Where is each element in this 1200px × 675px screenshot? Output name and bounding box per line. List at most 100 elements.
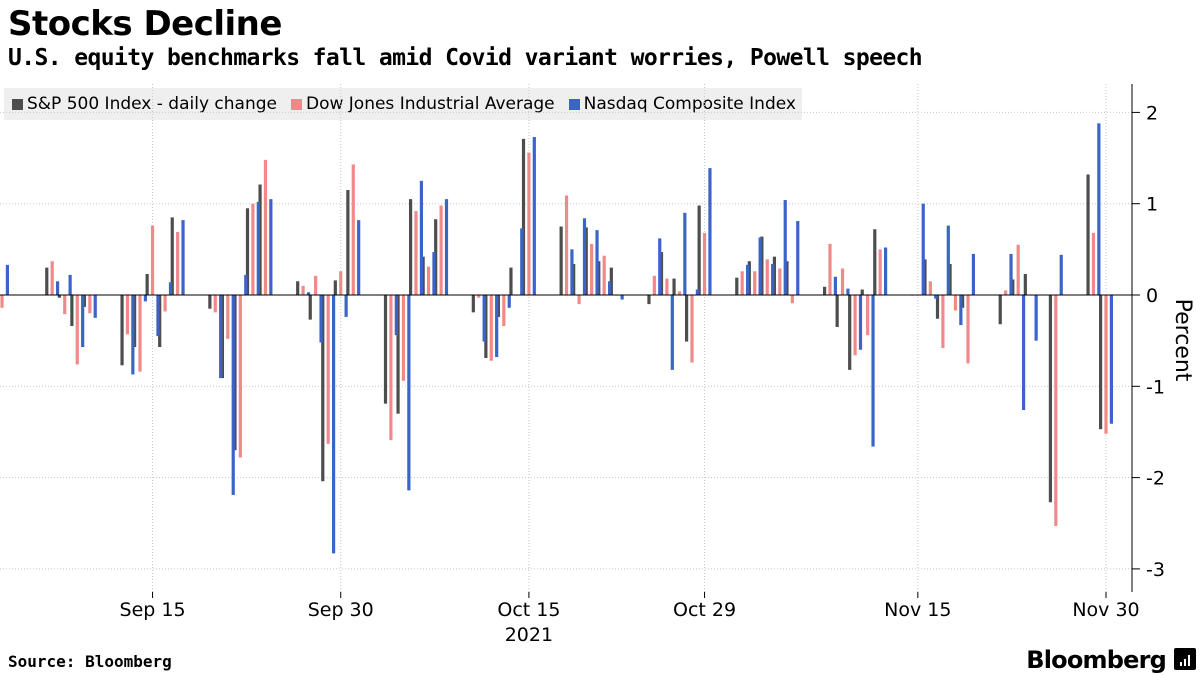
- bar-sp500: [609, 267, 613, 295]
- bar-nasdaq: [871, 295, 875, 447]
- bar-dow: [301, 285, 305, 295]
- bar-nasdaq: [783, 200, 787, 295]
- bar-dow: [401, 295, 406, 381]
- legend-item-dow: Dow Jones Industrial Average: [290, 94, 555, 114]
- x-tick-label: Sep 15: [120, 599, 186, 621]
- bar-nasdaq: [269, 199, 273, 295]
- bar-sp500: [998, 295, 1002, 325]
- bar-dow: [677, 291, 682, 295]
- bar-sp500: [735, 277, 739, 295]
- bar-nasdaq: [444, 199, 449, 295]
- bar-nasdaq: [1034, 295, 1038, 341]
- bar-dow: [953, 295, 958, 311]
- bar-nasdaq: [168, 282, 173, 295]
- bar-dow: [226, 295, 230, 339]
- bar-sp500: [245, 208, 250, 295]
- bar-sp500: [1011, 279, 1015, 295]
- bar-sp500: [860, 289, 864, 295]
- bar-dow: [477, 295, 481, 298]
- bar-nasdaq: [331, 295, 336, 554]
- bar-nasdaq: [971, 253, 975, 295]
- bar-dow: [0, 295, 4, 308]
- x-tick-label: Nov 30: [1072, 599, 1139, 621]
- bar-sp500: [597, 261, 601, 295]
- x-tick-label: Oct 29: [673, 599, 736, 621]
- bar-nasdaq: [93, 295, 97, 318]
- y-axis-title: Percent: [1170, 299, 1195, 382]
- bar-nasdaq: [507, 295, 511, 308]
- bar-sp500: [672, 278, 676, 295]
- bar-dow: [502, 295, 506, 327]
- bar-dow: [150, 225, 155, 295]
- bar-sp500: [1086, 174, 1090, 295]
- bar-dow: [966, 295, 970, 364]
- bar-nasdaq: [5, 264, 9, 295]
- chart-subtitle: U.S. equity benchmarks fall amid Covid v…: [8, 45, 923, 71]
- bar-dow: [439, 205, 443, 295]
- bar-nasdaq: [959, 295, 963, 326]
- bar-nasdaq: [156, 295, 160, 337]
- bar-sp500: [421, 256, 425, 295]
- bar-sp500: [509, 267, 513, 295]
- brand-wordmark: Bloomberg: [1026, 646, 1167, 674]
- bar-nasdaq: [306, 292, 311, 295]
- bar-sp500: [70, 295, 74, 327]
- bar-nasdaq: [1021, 295, 1026, 411]
- bar-dow: [740, 271, 744, 295]
- bar-dow: [527, 152, 531, 295]
- bar-sp500: [584, 227, 588, 295]
- bar-nasdaq: [745, 264, 750, 295]
- bar-sp500: [1023, 274, 1027, 295]
- y-tick-label: -3: [1146, 559, 1165, 581]
- x-tick-label: Oct 15: [497, 599, 560, 621]
- bar-sp500: [296, 281, 300, 295]
- y-tick-label: 0: [1146, 285, 1158, 307]
- bar-dow: [138, 295, 142, 372]
- bar-nasdaq: [670, 295, 674, 370]
- bar-dow: [790, 295, 794, 304]
- bar-sp500: [158, 295, 162, 348]
- bar-nasdaq: [532, 137, 536, 295]
- bar-nasdaq: [55, 281, 60, 295]
- bar-nasdaq: [357, 220, 361, 295]
- y-tick-label: 2: [1146, 102, 1158, 124]
- bar-sp500: [208, 295, 212, 309]
- bar-nasdaq: [946, 225, 950, 295]
- bar-dow: [828, 243, 832, 295]
- bar-nasdaq: [858, 295, 863, 350]
- bar-dow: [928, 281, 932, 295]
- bar-dow: [941, 295, 945, 348]
- bar-sp500: [471, 295, 475, 313]
- bar-sp500: [697, 205, 701, 295]
- bar-sp500: [383, 295, 388, 404]
- bar-sp500: [823, 286, 827, 295]
- bar-dow: [665, 278, 669, 295]
- legend-swatch-dow: [290, 98, 302, 110]
- bar-dow: [702, 232, 707, 295]
- bar-sp500: [321, 295, 325, 482]
- bar-dow: [414, 211, 418, 295]
- bar-sp500: [258, 184, 262, 295]
- x-tick-label: Sep 30: [308, 599, 374, 621]
- bar-nasdaq: [219, 295, 223, 379]
- bar-dow: [339, 271, 343, 295]
- legend-label-nasdaq: Nasdaq Composite Index: [583, 94, 796, 114]
- bar-nasdaq: [833, 276, 837, 295]
- bar-sp500: [346, 190, 350, 295]
- bar-sp500: [57, 295, 61, 298]
- bar-nasdaq: [758, 237, 762, 295]
- bar-sp500: [747, 261, 751, 295]
- bar-nasdaq: [1059, 254, 1063, 295]
- bar-dow: [753, 271, 757, 295]
- bar-sp500: [760, 236, 764, 295]
- bar-nasdaq: [570, 249, 574, 295]
- bar-dow: [765, 259, 769, 295]
- bar-dow: [213, 295, 217, 313]
- bar-nasdaq: [658, 238, 662, 295]
- bar-nasdaq: [495, 295, 499, 358]
- bar-sp500: [133, 295, 137, 348]
- bar-dow: [866, 295, 870, 336]
- bar-dow: [1016, 244, 1020, 295]
- bar-dow: [853, 295, 857, 356]
